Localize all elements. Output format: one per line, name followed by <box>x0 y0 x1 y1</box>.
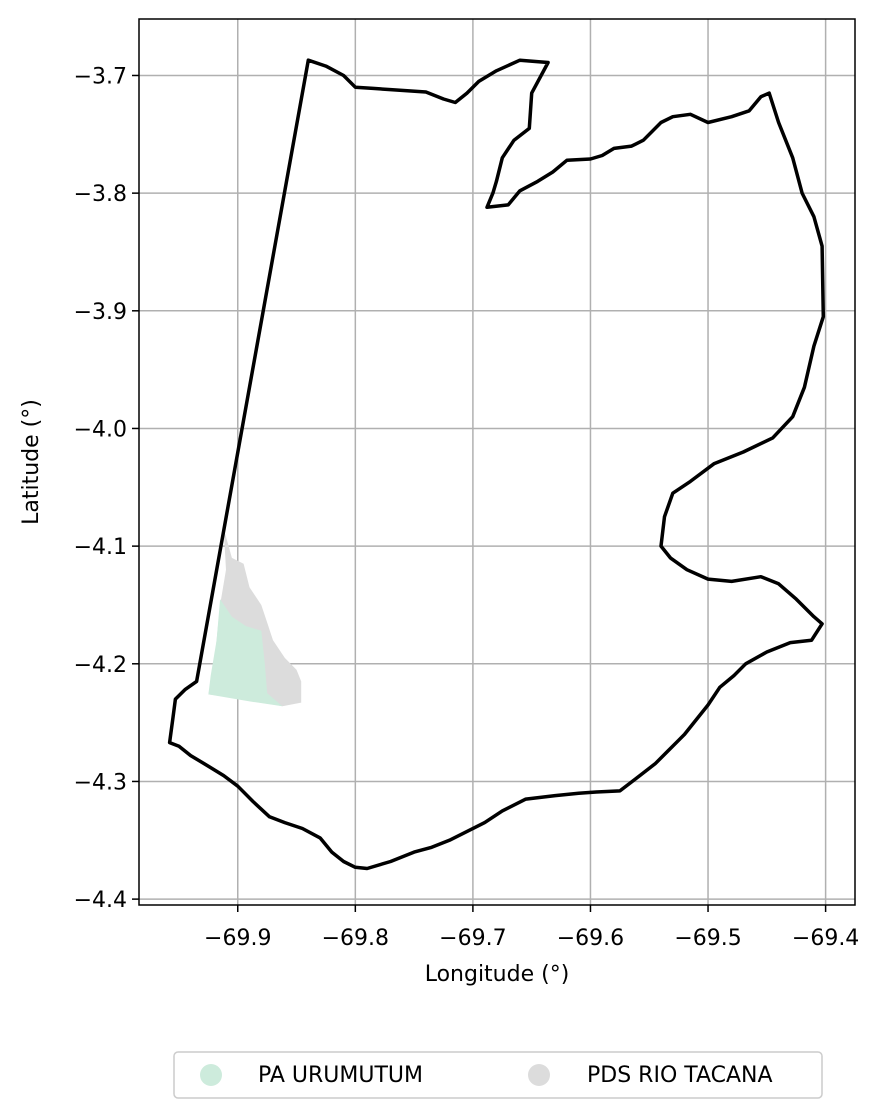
y-tick-label: −3.9 <box>74 300 127 325</box>
x-axis-label: Longitude (°) <box>425 962 570 987</box>
x-ticks: −69.9 −69.8 −69.7 −69.6 −69.5 −69.4 <box>204 905 859 951</box>
boundary-layer <box>170 60 824 868</box>
x-tick-label: −69.5 <box>674 926 741 951</box>
x-tick-label: −69.6 <box>557 926 624 951</box>
y-tick-label: −3.7 <box>74 64 127 89</box>
x-tick-label: −69.9 <box>204 926 271 951</box>
legend: PA URUMUTUM PDS RIO TACANA <box>174 1052 822 1098</box>
legend-marker-pa-urumutum <box>200 1064 222 1086</box>
grid-lines <box>139 19 855 905</box>
y-tick-label: −4.3 <box>74 770 127 795</box>
regions-layer <box>208 529 301 707</box>
x-tick-label: −69.7 <box>439 926 506 951</box>
axes-frame <box>139 19 855 905</box>
legend-marker-pds-rio-tacana <box>528 1064 550 1086</box>
y-tick-label: −4.1 <box>74 535 127 560</box>
x-tick-label: −69.4 <box>792 926 859 951</box>
y-tick-label: −3.8 <box>74 182 127 207</box>
y-axis-label: Latitude (°) <box>19 399 44 525</box>
legend-label-pds-rio-tacana: PDS RIO TACANA <box>587 1063 773 1088</box>
y-tick-label: −4.2 <box>74 653 127 678</box>
y-tick-label: −4.0 <box>74 417 127 442</box>
y-tick-label: −4.4 <box>74 888 127 913</box>
boundary-outline <box>170 60 824 868</box>
y-ticks: −3.7 −3.8 −3.9 −4.0 −4.1 −4.2 −4.3 −4.4 <box>74 64 139 913</box>
legend-label-pa-urumutum: PA URUMUTUM <box>258 1063 423 1088</box>
x-tick-label: −69.8 <box>322 926 389 951</box>
